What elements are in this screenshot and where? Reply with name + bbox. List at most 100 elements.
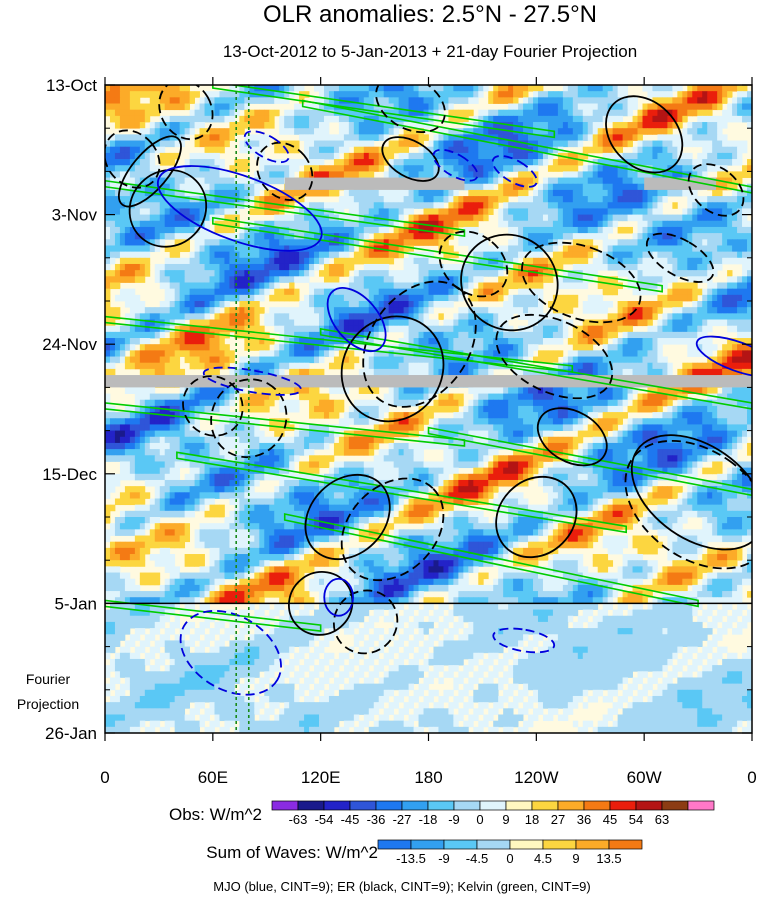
field-cell	[722, 134, 728, 141]
field-cell	[438, 282, 444, 290]
field-cell	[368, 282, 375, 290]
field-cell	[309, 245, 315, 253]
field-cell	[692, 288, 698, 296]
field-cell	[383, 263, 390, 271]
field-cell	[323, 270, 330, 277]
field-cell	[239, 140, 245, 148]
field-cell	[353, 282, 360, 290]
field-cell	[468, 338, 474, 345]
field-cell	[697, 159, 703, 166]
field-cell	[398, 159, 405, 166]
field-cell	[742, 294, 748, 302]
field-cell	[438, 338, 444, 345]
field-cell	[682, 270, 688, 277]
field-cell	[697, 208, 703, 215]
field-cell	[453, 189, 459, 197]
field-cell	[383, 319, 390, 327]
field-cell	[299, 251, 305, 259]
field-cell	[358, 202, 365, 209]
field-cell	[712, 233, 718, 240]
field-cell	[732, 325, 738, 333]
field-cell	[508, 307, 514, 314]
field-cell	[129, 301, 136, 308]
field-cell	[408, 294, 414, 302]
field-cell	[234, 97, 240, 104]
field-cell	[692, 239, 698, 246]
field-cell	[289, 189, 295, 197]
field-cell	[498, 282, 504, 290]
field-cell	[528, 103, 534, 111]
field-cell	[139, 202, 146, 209]
field-cell	[702, 276, 708, 283]
field-cell	[672, 109, 678, 117]
field-cell	[692, 189, 698, 197]
field-cell	[667, 233, 673, 240]
field-cell	[348, 288, 355, 296]
field-cell	[309, 344, 315, 351]
field-cell	[463, 307, 469, 314]
field-cell	[254, 196, 260, 203]
field-cell	[468, 214, 474, 222]
field-cell	[264, 220, 270, 228]
field-cell	[418, 214, 424, 222]
field-cell	[363, 103, 370, 111]
field-cell	[109, 220, 116, 228]
field-cell	[572, 85, 579, 92]
field-cell	[433, 257, 439, 265]
field-cell	[159, 85, 166, 92]
field-cell	[408, 245, 414, 253]
field-cell	[358, 122, 365, 129]
field-cell	[647, 165, 653, 172]
field-cell	[692, 134, 698, 141]
field-cell	[468, 319, 474, 327]
field-cell	[194, 307, 200, 314]
field-cell	[338, 270, 345, 277]
field-cell	[647, 146, 653, 154]
field-cell	[214, 245, 220, 253]
field-cell	[403, 152, 409, 160]
field-cell	[105, 189, 111, 197]
field-cell	[642, 313, 648, 320]
field-cell	[712, 263, 718, 271]
field-cell	[423, 239, 429, 246]
field-cell	[314, 282, 320, 290]
field-cell	[742, 257, 748, 265]
field-cell	[503, 288, 509, 296]
field-cell	[667, 239, 673, 246]
field-cell	[687, 226, 693, 234]
field-cell	[428, 276, 434, 283]
field-cell	[637, 226, 643, 234]
field-cell	[393, 270, 400, 277]
field-cell	[602, 196, 609, 203]
field-cell	[557, 159, 564, 166]
field-cell	[567, 196, 574, 203]
field-cell	[557, 251, 564, 259]
field-cell	[737, 171, 743, 178]
field-cell	[493, 319, 499, 327]
field-cell	[667, 159, 673, 166]
field-cell	[314, 189, 320, 197]
field-cell	[119, 331, 126, 339]
field-cell	[687, 251, 693, 259]
field-cell	[154, 128, 161, 135]
field-cell	[722, 171, 728, 178]
field-cell	[448, 288, 454, 296]
field-cell	[433, 301, 439, 308]
field-cell	[707, 134, 713, 141]
field-cell	[657, 276, 663, 283]
field-cell	[523, 331, 529, 339]
field-cell	[119, 226, 126, 234]
field-cell	[114, 313, 121, 320]
field-cell	[707, 313, 713, 320]
field-cell	[523, 152, 529, 160]
field-cell	[358, 301, 365, 308]
field-cell	[677, 189, 683, 197]
field-cell	[304, 122, 310, 129]
field-cell	[503, 331, 509, 339]
field-cell	[617, 122, 623, 129]
field-cell	[707, 344, 713, 351]
field-cell	[373, 233, 380, 240]
field-cell	[597, 276, 604, 283]
field-cell	[194, 331, 200, 339]
field-cell	[627, 282, 633, 290]
